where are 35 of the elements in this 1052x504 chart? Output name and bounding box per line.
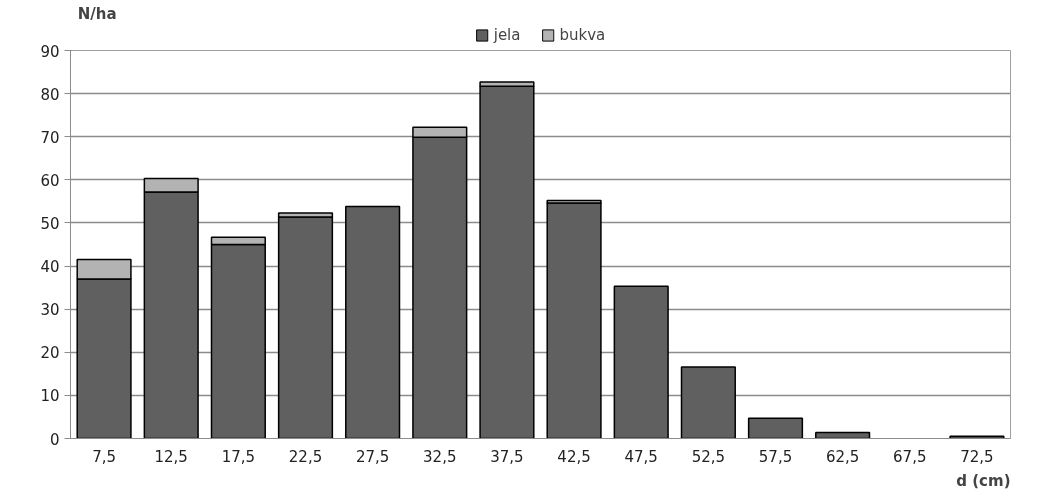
y-axis-title: N/ha — [77, 4, 117, 23]
bar — [345, 205, 401, 439]
y-tick-label: 10 — [40, 387, 60, 406]
y-tick-label: 60 — [40, 171, 60, 190]
x-tick-label: 7,5 — [92, 447, 116, 466]
y-tick-label: 30 — [40, 301, 60, 320]
y-tick-label: 50 — [40, 214, 60, 233]
y-tick-label: 80 — [40, 85, 60, 104]
bar — [277, 216, 334, 439]
x-tick-label: 62,5 — [825, 447, 860, 466]
y-tick-label: 20 — [40, 344, 60, 363]
y-tick-label: 90 — [40, 42, 60, 61]
y-tick-label: 70 — [40, 128, 60, 147]
x-tick-label: 67,5 — [893, 447, 927, 466]
legend-label: bukva — [559, 26, 606, 44]
x-tick-label: 17,5 — [221, 447, 256, 466]
bar — [546, 202, 602, 439]
x-tick-label: 57,5 — [758, 447, 793, 466]
x-tick-label: 47,5 — [624, 447, 658, 466]
bar — [613, 285, 669, 439]
x-axis-title: d (cm) — [956, 471, 1011, 490]
x-tick-label: 42,5 — [557, 447, 591, 466]
x-tick-label: 32,5 — [423, 447, 457, 466]
x-tick-label: 12,5 — [154, 447, 188, 466]
x-tick-label: 37,5 — [490, 447, 524, 466]
x-tick-label: 72,5 — [960, 447, 994, 466]
bar — [680, 366, 736, 439]
y-tick-label: 40 — [40, 258, 60, 277]
x-tick-label: 27,5 — [355, 447, 390, 466]
bar — [479, 85, 535, 439]
y-tick-label: 0 — [49, 430, 60, 449]
legend-label: jela — [493, 26, 521, 44]
bar — [747, 417, 804, 439]
x-tick-label: 52,5 — [691, 447, 726, 466]
x-tick-label: 22,5 — [288, 447, 323, 466]
